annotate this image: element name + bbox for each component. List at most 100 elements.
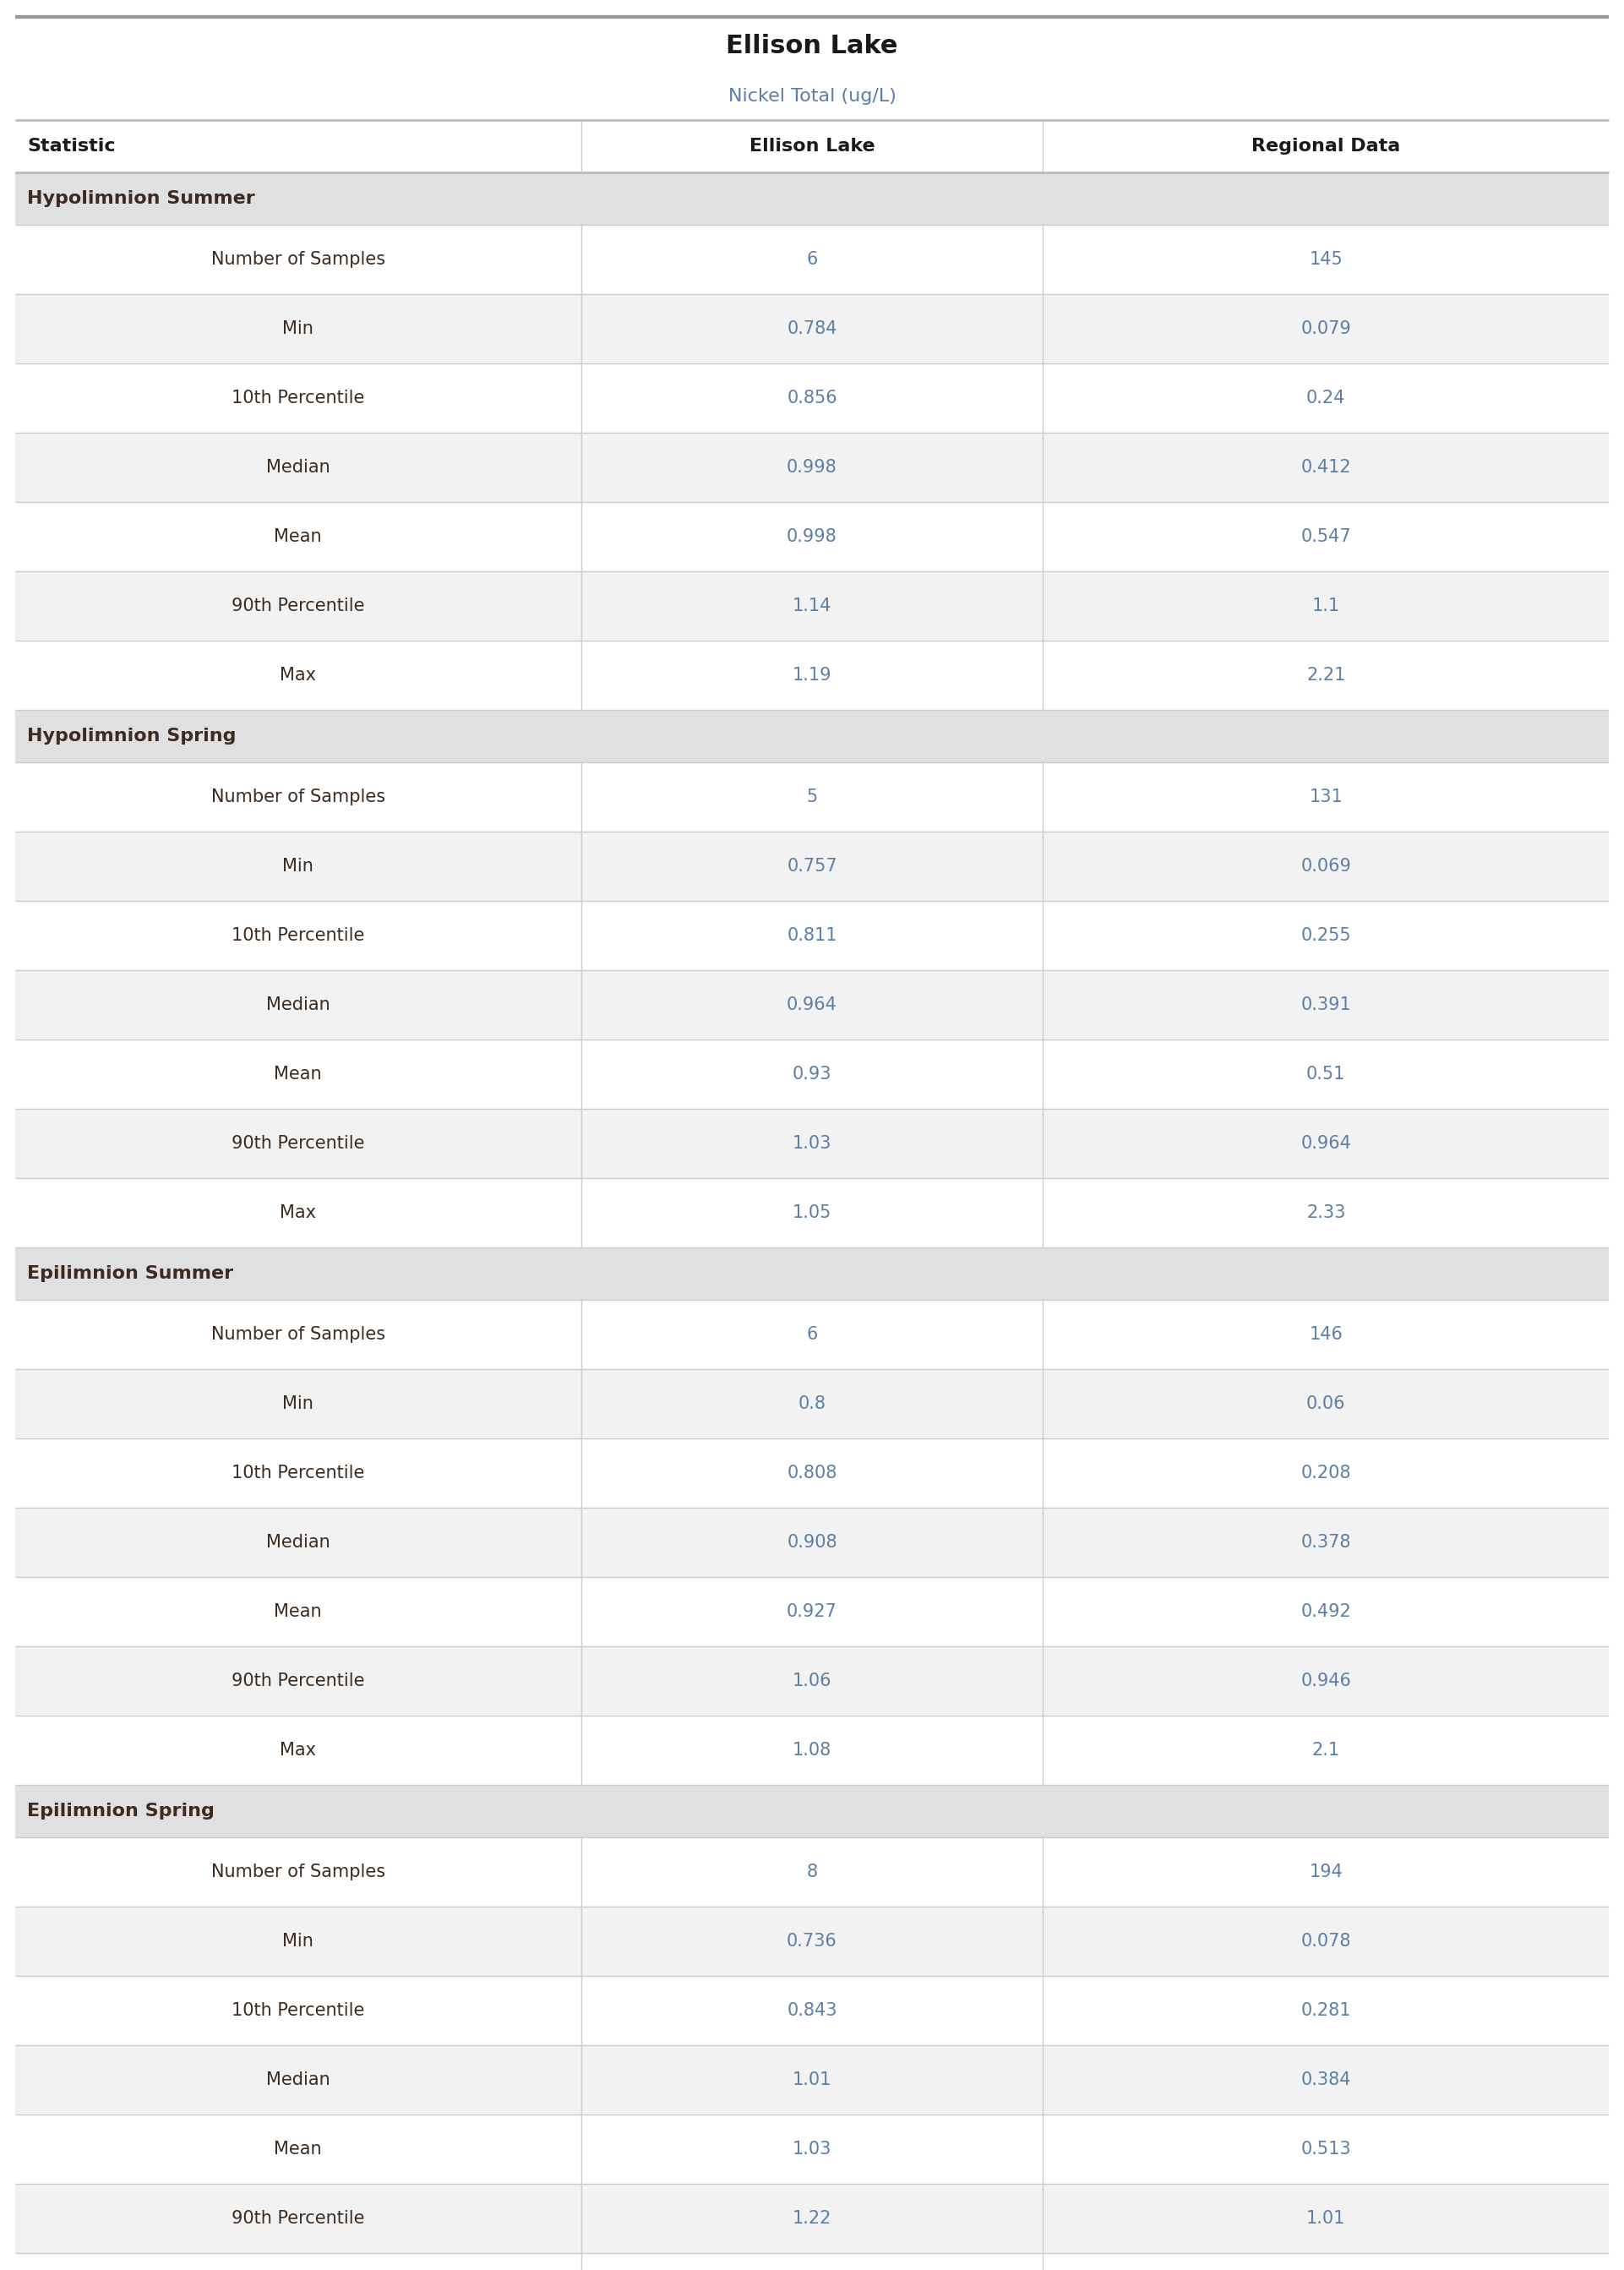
Text: Max: Max <box>279 1741 317 1759</box>
Bar <box>15 2113 1609 2184</box>
Bar <box>15 1369 1609 1439</box>
Bar <box>15 1249 1609 1301</box>
Bar <box>15 225 1609 295</box>
Text: 10th Percentile: 10th Percentile <box>232 1464 364 1482</box>
Text: 0.069: 0.069 <box>1301 858 1351 874</box>
Text: 1.01: 1.01 <box>793 2073 831 2088</box>
Text: 0.998: 0.998 <box>786 529 838 545</box>
Bar <box>15 711 1609 763</box>
Text: 0.412: 0.412 <box>1301 459 1351 477</box>
Text: 1.03: 1.03 <box>793 1135 831 1151</box>
Text: 0.8: 0.8 <box>797 1396 827 1412</box>
Bar <box>15 1836 1609 1907</box>
Text: 1.1: 1.1 <box>1312 597 1340 615</box>
Text: Min: Min <box>283 320 313 338</box>
Bar <box>15 1507 1609 1578</box>
Bar <box>15 2045 1609 2113</box>
Text: Mean: Mean <box>274 1603 322 1621</box>
Text: Mean: Mean <box>274 2141 322 2156</box>
Text: 0.856: 0.856 <box>786 390 838 406</box>
Text: Epilimnion Spring: Epilimnion Spring <box>28 1802 214 1821</box>
Text: 0.492: 0.492 <box>1301 1603 1351 1621</box>
Text: 0.908: 0.908 <box>786 1535 838 1550</box>
Text: Epilimnion Summer: Epilimnion Summer <box>28 1264 234 1283</box>
Text: Number of Samples: Number of Samples <box>211 788 385 806</box>
Text: Median: Median <box>266 459 330 477</box>
Text: 0.281: 0.281 <box>1301 2002 1351 2018</box>
Text: 2.21: 2.21 <box>1306 667 1346 683</box>
Text: 10th Percentile: 10th Percentile <box>232 390 364 406</box>
Bar <box>15 969 1609 1040</box>
Text: 6: 6 <box>807 252 817 268</box>
Bar <box>15 1178 1609 1249</box>
Text: 2.1: 2.1 <box>1312 1741 1340 1759</box>
Text: Mean: Mean <box>274 529 322 545</box>
Bar <box>15 363 1609 434</box>
Bar <box>15 1907 1609 1975</box>
Bar <box>15 2184 1609 2254</box>
Text: Hypolimnion Summer: Hypolimnion Summer <box>28 191 255 207</box>
Text: Number of Samples: Number of Samples <box>211 1326 385 1344</box>
Text: 0.06: 0.06 <box>1306 1396 1346 1412</box>
Bar <box>15 1784 1609 1836</box>
Text: 5: 5 <box>807 788 817 806</box>
Bar <box>15 1040 1609 1108</box>
Text: Number of Samples: Number of Samples <box>211 252 385 268</box>
Text: 0.998: 0.998 <box>786 459 838 477</box>
Text: Min: Min <box>283 1932 313 1950</box>
Bar <box>15 1975 1609 2045</box>
Text: 6: 6 <box>807 1326 817 1344</box>
Text: Min: Min <box>283 858 313 874</box>
Text: 10th Percentile: 10th Percentile <box>232 2002 364 2018</box>
Bar <box>15 1578 1609 1646</box>
Text: Max: Max <box>279 667 317 683</box>
Text: 0.24: 0.24 <box>1306 390 1346 406</box>
Text: 10th Percentile: 10th Percentile <box>232 926 364 944</box>
Bar <box>15 901 1609 969</box>
Bar <box>15 640 1609 711</box>
Text: 1.22: 1.22 <box>793 2211 831 2227</box>
Text: 0.964: 0.964 <box>786 997 838 1012</box>
Text: 90th Percentile: 90th Percentile <box>232 1673 365 1689</box>
Bar <box>15 295 1609 363</box>
Bar <box>15 572 1609 640</box>
Bar <box>15 1301 1609 1369</box>
Text: 0.927: 0.927 <box>786 1603 838 1621</box>
Text: 1.19: 1.19 <box>793 667 831 683</box>
Text: 146: 146 <box>1309 1326 1343 1344</box>
Text: Median: Median <box>266 2073 330 2088</box>
Text: 1.01: 1.01 <box>1306 2211 1346 2227</box>
Text: Median: Median <box>266 1535 330 1550</box>
Text: 1.05: 1.05 <box>793 1205 831 1221</box>
Bar <box>15 502 1609 572</box>
Text: 0.757: 0.757 <box>786 858 838 874</box>
Text: 0.208: 0.208 <box>1301 1464 1351 1482</box>
Text: 90th Percentile: 90th Percentile <box>232 1135 365 1151</box>
Text: 0.384: 0.384 <box>1301 2073 1351 2088</box>
Bar <box>15 2254 1609 2270</box>
Text: Ellison Lake: Ellison Lake <box>749 138 875 154</box>
Text: 0.255: 0.255 <box>1301 926 1351 944</box>
Text: 0.93: 0.93 <box>793 1065 831 1083</box>
Text: 0.51: 0.51 <box>1306 1065 1346 1083</box>
Text: 0.736: 0.736 <box>786 1932 838 1950</box>
Text: 0.946: 0.946 <box>1301 1673 1351 1689</box>
Text: 8: 8 <box>807 1864 817 1880</box>
Bar <box>15 173 1609 225</box>
Text: 0.513: 0.513 <box>1301 2141 1351 2156</box>
Text: 2.33: 2.33 <box>1306 1205 1346 1221</box>
Text: 0.391: 0.391 <box>1301 997 1351 1012</box>
Bar <box>15 831 1609 901</box>
Bar <box>15 1439 1609 1507</box>
Bar <box>15 763 1609 831</box>
Text: 0.079: 0.079 <box>1301 320 1351 338</box>
Text: 0.843: 0.843 <box>788 2002 836 2018</box>
Text: Number of Samples: Number of Samples <box>211 1864 385 1880</box>
Text: 90th Percentile: 90th Percentile <box>232 2211 365 2227</box>
Text: 1.03: 1.03 <box>793 2141 831 2156</box>
Bar <box>15 1108 1609 1178</box>
Text: Regional Data: Regional Data <box>1252 138 1400 154</box>
Text: 1.14: 1.14 <box>793 597 831 615</box>
Bar <box>15 434 1609 502</box>
Text: 0.808: 0.808 <box>788 1464 836 1482</box>
